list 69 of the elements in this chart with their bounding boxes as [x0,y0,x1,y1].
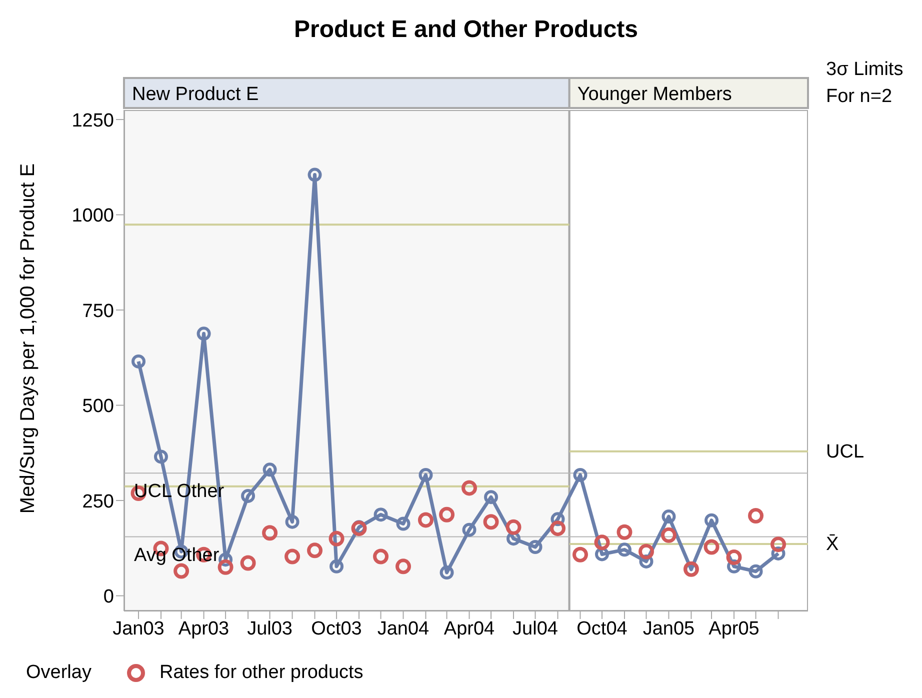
text: 3σ Limits For n=2 [826,58,904,109]
x-tick-label: Apr03 [178,618,230,640]
point [573,468,588,482]
point [462,522,476,537]
point [174,563,190,579]
legend-title: Overlay [26,662,92,684]
point [196,326,211,341]
point [440,566,454,580]
y-tick-label: 1000 [72,206,114,227]
point [462,480,478,496]
point [285,514,300,529]
chart-title: Product E and Other Products [292,16,640,44]
point [240,555,256,571]
point [528,540,542,554]
point [662,510,676,524]
series-label: X̄ [826,534,839,555]
point [308,168,322,182]
x-tick-label: Apr05 [708,618,760,640]
point [704,539,720,555]
x-tick-label: Jan03 [112,618,164,640]
point [439,506,455,522]
point [506,519,522,535]
point [572,546,588,562]
point [396,558,412,574]
point [770,536,786,552]
band-label: Younger Members [577,84,732,105]
point [704,513,719,528]
point [132,354,146,368]
point [154,450,168,464]
point [484,490,498,504]
point [418,468,433,482]
x-tick-label: Jan05 [642,618,695,640]
point [218,559,234,575]
y-tick-label: 0 [103,586,114,608]
point [660,527,676,543]
y-tick-label: 1250 [72,110,114,132]
point [550,520,566,536]
point [328,530,344,546]
point [616,524,632,540]
point [330,559,344,574]
x-tick-label: Oct03 [311,618,362,640]
x-tick-label: Jul03 [247,618,293,640]
point [748,508,764,524]
point [396,516,410,531]
x-tick-label: Oct04 [576,618,628,640]
y-tick-label: 500 [82,396,114,418]
point [262,462,277,477]
point [418,512,434,528]
point [483,514,499,530]
point [307,542,323,558]
point [374,508,388,522]
point [617,542,632,557]
point [284,548,300,564]
x-tick-label: Apr04 [444,618,496,640]
point [262,525,278,541]
y-tick-label: 250 [82,491,114,512]
point [748,564,763,578]
point [241,488,256,503]
x-tick-label: Jan04 [377,618,430,640]
point [638,544,654,560]
x-tick-label: Jul04 [512,618,558,640]
y-tick-label: 750 [82,300,114,322]
band-label: New Product E [132,84,259,105]
y-axis-title: Med/Surg Days per 1,000 for Product E [17,163,39,514]
point [373,548,389,564]
legend-label: Rates for other products [159,662,364,684]
point [594,534,610,550]
series-label: UCL [826,441,864,462]
point [726,550,742,566]
